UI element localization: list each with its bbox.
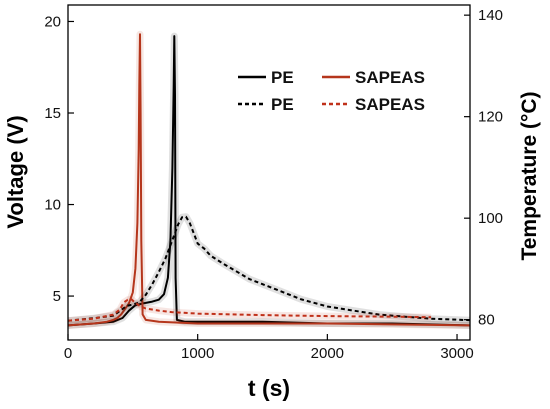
series-layer [67,30,471,329]
x-axis-title: t (s) [248,375,290,401]
x-tick-label: 2000 [311,345,344,362]
left-y-tick-label: 15 [44,105,61,122]
legend-label-sapeas-dashed: SAPEAS [355,95,425,114]
series-line-2-pe-dashed [67,215,471,322]
legend: PE SAPEAS PE SAPEAS [238,68,425,114]
legend-label-pe-dashed: PE [271,95,294,114]
series-line-0-pe-solid [67,35,471,327]
right-y-axis-title: Temperature (°C) [518,91,541,260]
left-y-tick-label: 5 [53,288,61,305]
left-y-tick-label: 10 [44,197,61,214]
right-y-tick-label: 120 [478,109,503,126]
left-y-axis-title: Voltage (V) [3,115,28,228]
series-line-3-sapeas-dashed [67,298,432,322]
right-y-tick-label: 80 [478,312,495,329]
left-y-tick-label: 20 [44,13,61,30]
plot-frame [67,4,471,341]
right-y-tick-label: 100 [478,210,503,227]
x-tick-label: 0 [64,345,72,362]
right-y-tick-label: 140 [478,7,503,24]
ticks-layer: 0 1000 2000 3000 5 10 15 20 80 100 120 140 [44,7,503,362]
legend-label-pe-solid: PE [271,68,294,87]
x-tick-label: 1000 [181,345,214,362]
x-tick-label: 3000 [440,345,473,362]
legend-label-sapeas-solid: SAPEAS [355,68,425,87]
series-line-1-sapeas-solid [67,33,471,327]
